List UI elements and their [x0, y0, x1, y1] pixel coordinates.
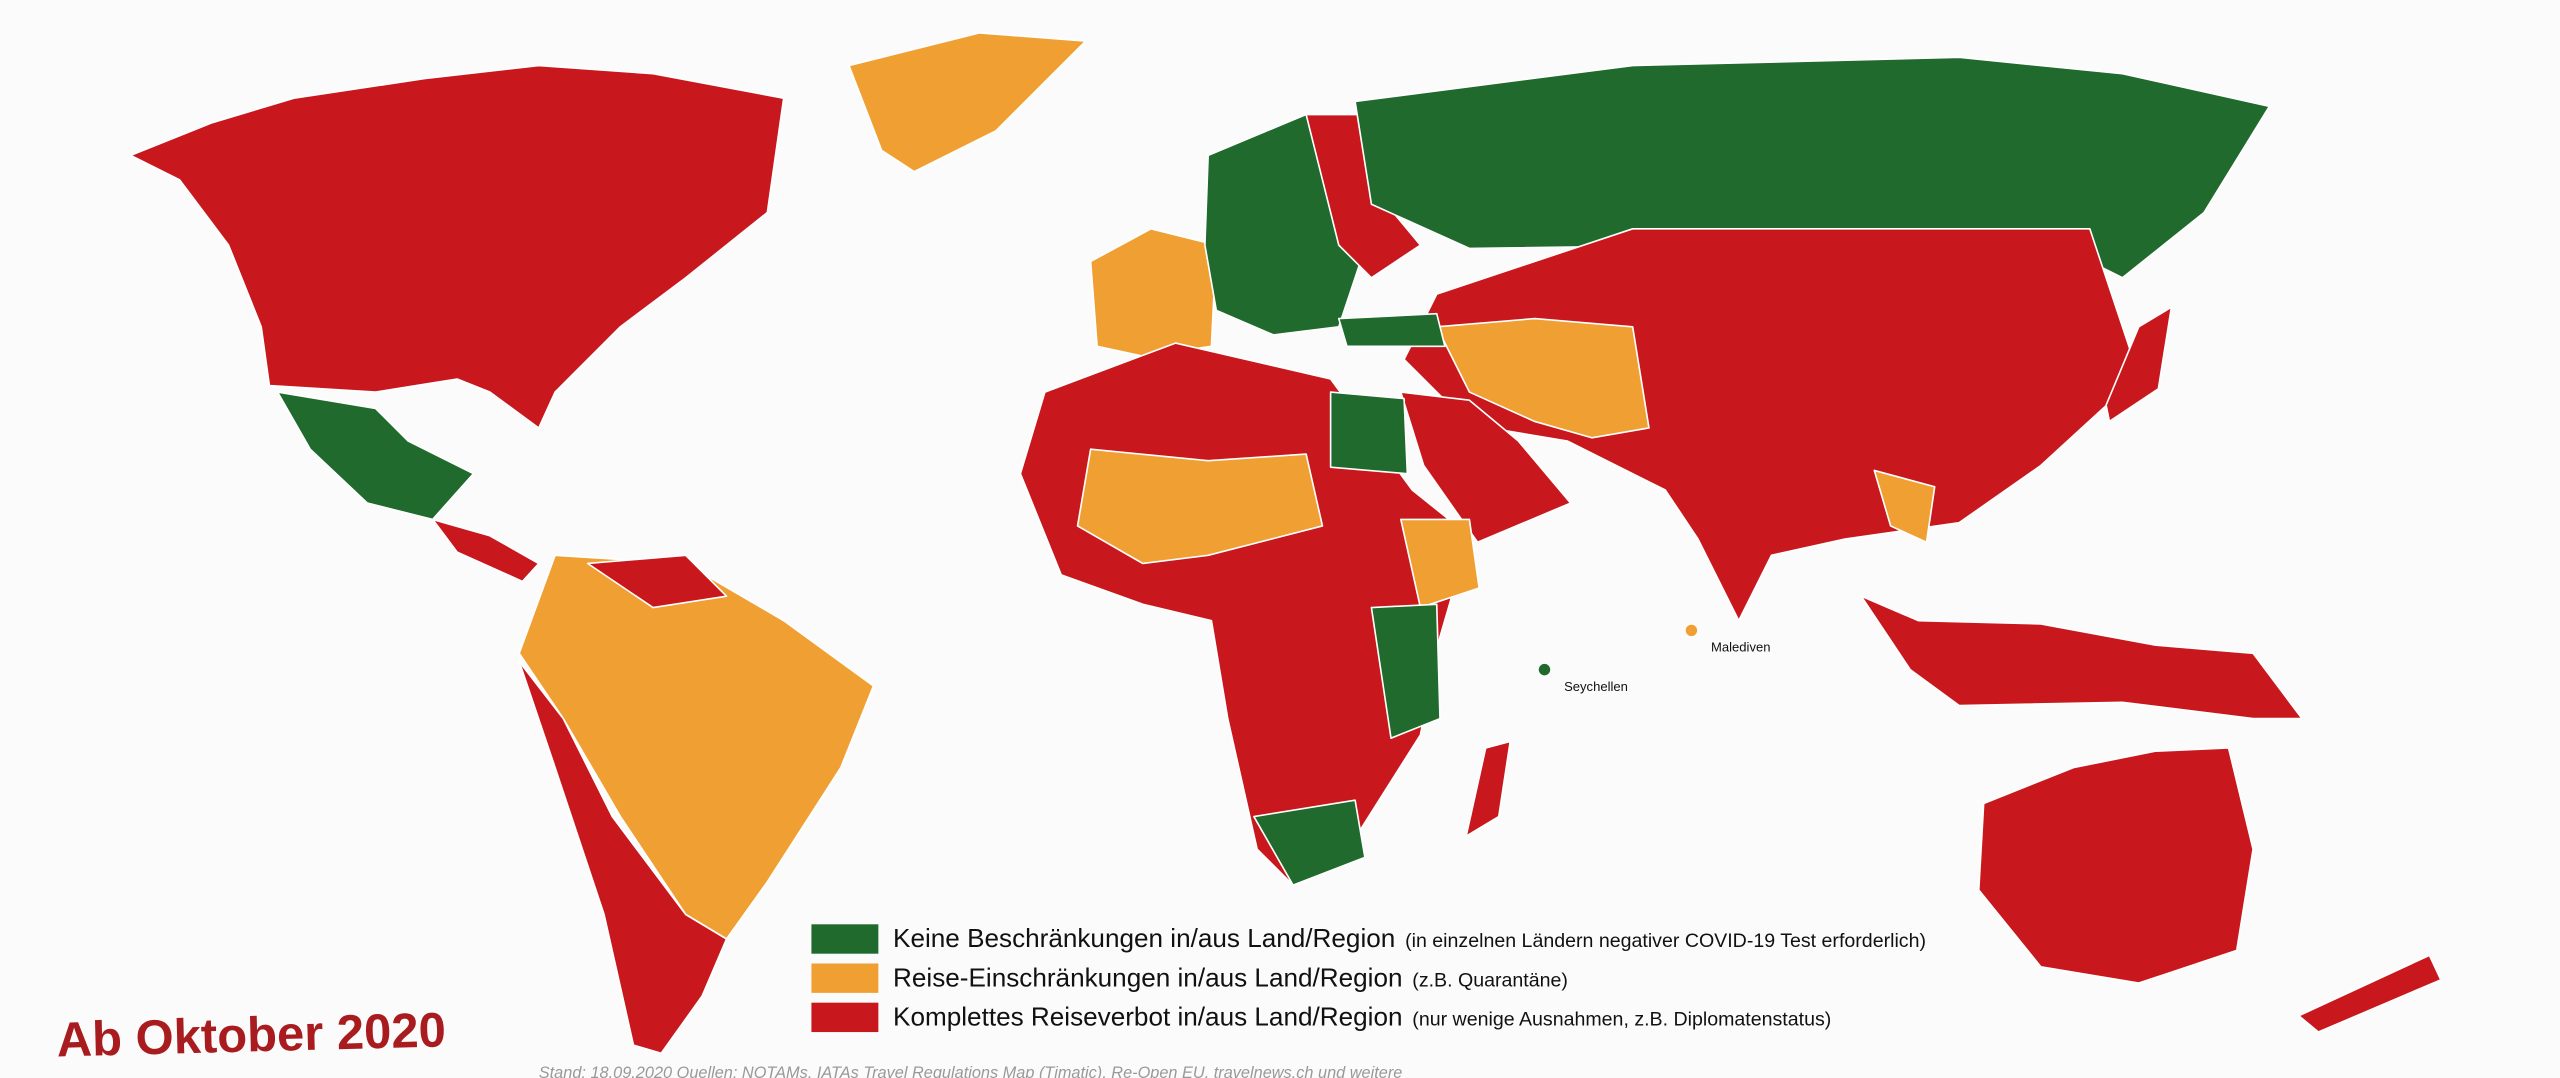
countries	[129, 32, 2442, 1055]
source-note: Stand: 18.09.2020 Quellen: NOTAMs, IATAs…	[539, 1064, 1403, 1078]
legend-swatch	[811, 963, 879, 993]
asia	[1403, 227, 2140, 622]
island-label: Malediven	[1711, 640, 1770, 655]
turkey	[1337, 312, 1446, 348]
southeast-asia	[1873, 469, 1936, 544]
legend-note: (nur wenige Ausnahmen, z.B. Diplomatenst…	[1412, 1009, 1831, 1031]
south-america-west	[518, 660, 728, 1055]
egypt	[1329, 391, 1409, 475]
greenland	[848, 32, 1087, 173]
east-africa	[1370, 603, 1441, 739]
ethiopia	[1400, 518, 1480, 609]
arabia	[1400, 391, 1572, 544]
new-zealand	[2297, 954, 2442, 1033]
japan	[2105, 306, 2173, 423]
map-title: Ab Oktober 2020	[56, 1003, 446, 1067]
legend-entry: Reise-Einschränkungen in/aus Land/Region…	[893, 962, 1568, 992]
legend-swatch	[811, 924, 879, 954]
legend-label: Keine Beschränkungen in/aus Land/Region	[893, 923, 1395, 953]
australia	[1977, 747, 2254, 984]
north-america	[129, 64, 785, 429]
south-america	[518, 554, 875, 940]
central-america	[431, 518, 540, 583]
legend-note: (in einzelnen Ländern negativer COVID-19…	[1405, 930, 1926, 952]
legend-note: (z.B. Quarantäne)	[1412, 969, 1568, 991]
legend-entry: Komplettes Reiseverbot in/aus Land/Regio…	[893, 1002, 1831, 1032]
venezuela	[586, 554, 728, 609]
legend-label: Reise-Einschränkungen in/aus Land/Region	[893, 962, 1402, 992]
island-marker	[1538, 663, 1551, 676]
legend-entry: Keine Beschränkungen in/aus Land/Region (…	[893, 923, 1926, 953]
south-africa	[1253, 799, 1366, 886]
legend-label: Komplettes Reiseverbot in/aus Land/Regio…	[893, 1002, 1402, 1032]
western-europe	[1089, 227, 1218, 357]
island-label: Seychellen	[1564, 679, 1628, 694]
middle-east	[1435, 317, 1650, 439]
russia	[1354, 56, 2271, 279]
sahel	[1076, 448, 1324, 565]
madagascar	[1465, 740, 1512, 837]
indonesia	[1860, 595, 2303, 720]
legend-swatch	[811, 1002, 879, 1033]
island-marker	[1685, 624, 1698, 637]
mexico	[276, 391, 475, 521]
